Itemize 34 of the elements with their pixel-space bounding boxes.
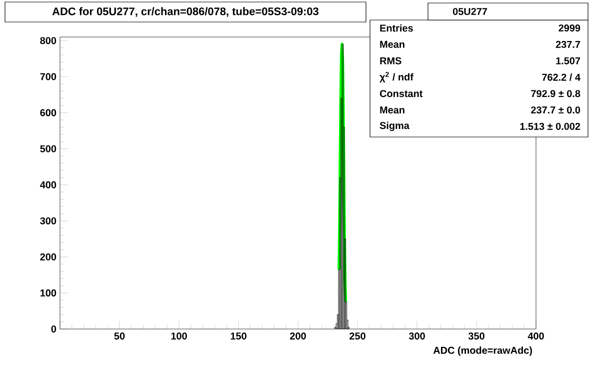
x-tick-label: 350 — [468, 332, 484, 340]
text: 237.7 — [556, 40, 580, 48]
x-tick-label: 300 — [408, 332, 425, 340]
text: 05U277 — [452, 8, 488, 16]
x-tick-label: 250 — [350, 332, 366, 340]
annotation: RMS — [380, 57, 402, 64]
text: 762.2 / 4 — [542, 73, 580, 81]
x-tick-label: 150 — [230, 332, 246, 340]
x-tick-label: 100 — [171, 332, 187, 340]
y-tick-label: 800 — [40, 37, 56, 44]
y-tick-label: 100 — [40, 289, 56, 296]
text: 1.507 — [556, 57, 580, 64]
annotation: 237.7 ± 0.0 — [531, 106, 580, 114]
annotation: χ$^{2}$ / ndf — [380, 72, 414, 82]
annotation: Sigma — [380, 122, 410, 132]
y-tick-label: 600 — [40, 109, 56, 116]
y-tick-label: 700 — [40, 73, 56, 80]
y-tick-label: 500 — [40, 145, 56, 152]
x-tick-label: 50 — [114, 332, 125, 340]
annotation: Constant — [380, 90, 423, 98]
chart-title: ADC for 05U277, cr/chan=086/078, tube=05S3-09:03 — [52, 7, 318, 17]
text: 2999 — [558, 24, 580, 32]
x-axis-title: ADC (mode=rawAdc) — [433, 346, 532, 356]
x-tick-label: 200 — [290, 332, 306, 340]
y-tick-label: 400 — [40, 181, 56, 188]
annotation: Mean — [380, 106, 404, 114]
y-tick-label: 0 — [51, 325, 56, 333]
text: Entries — [380, 24, 413, 32]
annotation: 792.9 ± 0.8 — [531, 90, 580, 98]
y-tick-label: 300 — [40, 217, 56, 224]
annotation: Mean — [380, 40, 404, 48]
annotation: 1.513 ± 0.002 — [520, 122, 580, 130]
x-tick-label: 400 — [528, 332, 544, 340]
y-tick-label: 200 — [40, 253, 56, 260]
